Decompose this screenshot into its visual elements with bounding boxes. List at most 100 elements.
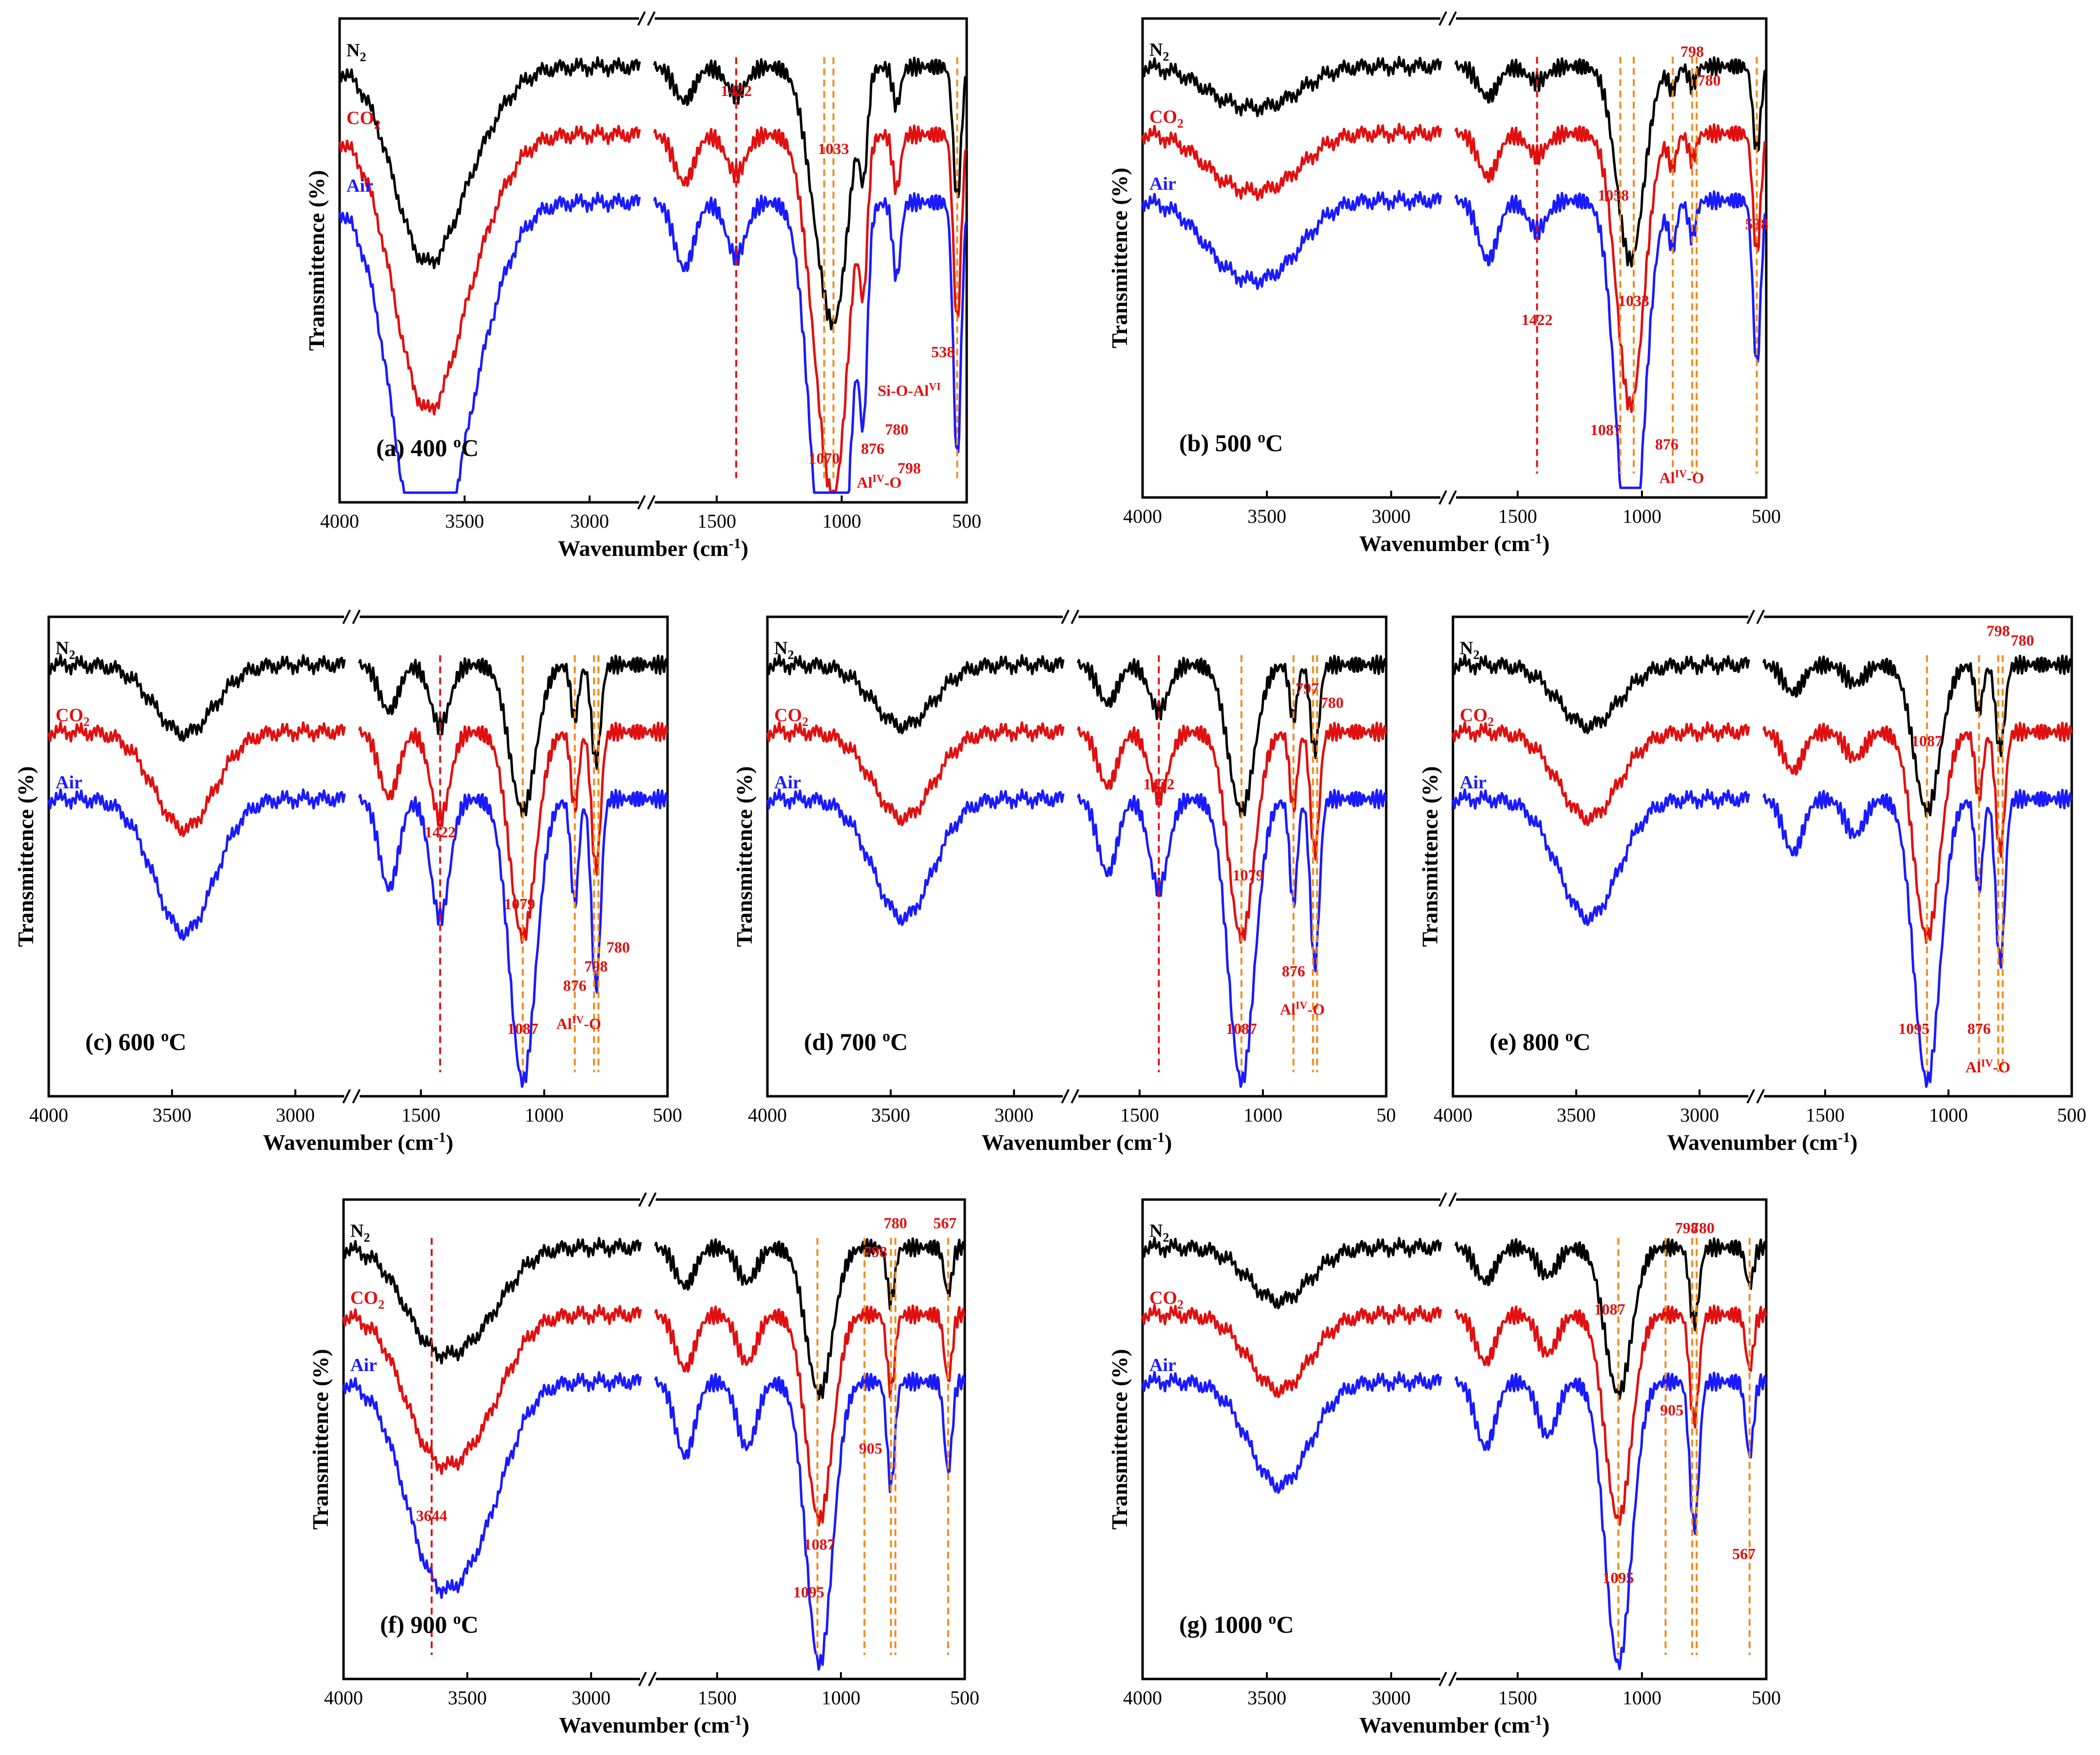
peak-label: 1087	[1594, 1300, 1625, 1318]
x-tick-label: 500	[2057, 1104, 2086, 1126]
peak-label: AlIV-O	[1280, 999, 1325, 1018]
x-tick-label: 3500	[445, 510, 484, 532]
spectrum-Air-high	[1451, 788, 1750, 926]
x-tick-label: 500	[1752, 1687, 1781, 1709]
peak-label: 567	[933, 1214, 956, 1232]
spectrum-CO2-high	[338, 124, 641, 416]
panel-title: (a) 400 oC	[376, 433, 478, 461]
peak-label: 1422	[424, 823, 456, 841]
x-tick-label: 4000	[1123, 505, 1162, 527]
spectrum-Air-low	[654, 1372, 966, 1671]
peak-label: Si-O-AlVI	[878, 381, 940, 400]
spectrum-CO2-high	[1141, 1304, 1442, 1398]
x-tick-label: 3000	[994, 1104, 1033, 1126]
peak-label: 876	[1655, 436, 1679, 453]
x-tick-label: 3500	[1247, 505, 1286, 527]
x-tick-label: 1000	[1623, 1687, 1661, 1709]
peak-label: 876	[1967, 1020, 1991, 1037]
spectrum-CO2-low	[1076, 722, 1387, 944]
axis-break-mark	[637, 495, 646, 510]
spectrum-N2-high	[47, 654, 346, 742]
peak-label: 905	[859, 1440, 882, 1457]
x-tick-label: 3500	[1247, 1687, 1286, 1709]
series-label: Air	[774, 772, 801, 793]
spectrum-Air-low	[358, 788, 668, 1088]
series-label: Air	[56, 772, 82, 793]
x-axis-title: Wavenumber (cm-1)	[1359, 1712, 1550, 1737]
spectrum-CO2-low	[1454, 1304, 1767, 1526]
series-label: Air	[346, 175, 373, 196]
series-label: N2	[350, 1221, 370, 1244]
axis-break-mark	[648, 1672, 657, 1686]
spectrum-N2-low	[654, 1237, 966, 1400]
spectrum-CO2-high	[1451, 721, 1750, 826]
peak-label: 780	[2011, 631, 2034, 649]
x-tick-label: 1500	[1498, 505, 1537, 527]
spectrum-CO2-low	[1454, 123, 1767, 413]
x-tick-label: 4000	[320, 510, 359, 532]
x-axis-title: Wavenumber (cm-1)	[1359, 531, 1550, 556]
spectrum-Air-low	[1454, 190, 1767, 489]
spectrum-N2-low	[1454, 56, 1767, 267]
axis-break-mark	[637, 11, 646, 26]
x-tick-label: 1000	[822, 510, 861, 532]
y-axis-title: Transmittence (%)	[1417, 766, 1442, 947]
x-tick-label: 1000	[1243, 1104, 1282, 1126]
panel-title: (b) 500 oC	[1179, 428, 1283, 457]
peak-label: 1095	[793, 1583, 824, 1601]
x-axis-title: Wavenumber (cm-1)	[1667, 1129, 1858, 1155]
x-axis-title: Wavenumber (cm-1)	[559, 1712, 749, 1737]
y-axis-title: Transmittence (%)	[13, 766, 38, 947]
spectrum-Air-high	[1141, 190, 1442, 290]
peak-label: 876	[563, 977, 587, 994]
x-tick-label: 3000	[1372, 1687, 1411, 1709]
axis-break-mark	[342, 1089, 351, 1104]
x-axis-title: Wavenumber (cm-1)	[263, 1129, 454, 1155]
peak-label: 780	[1320, 694, 1344, 711]
peak-label: 1422	[1522, 311, 1553, 328]
axis-break-mark	[647, 495, 656, 510]
x-tick-label: 3500	[1557, 1104, 1596, 1126]
spectrum-CO2-low	[1762, 722, 2073, 944]
peak-label: AlIV-O	[1966, 1057, 2010, 1076]
x-tick-label: 1500	[1806, 1104, 1845, 1126]
spectrum-N2-high	[1141, 56, 1442, 117]
x-tick-label: 1000	[1929, 1104, 1968, 1126]
spectrum-Air-high	[342, 1371, 642, 1599]
x-tick-label: 1500	[1498, 1687, 1537, 1709]
x-tick-label: 3000	[1680, 1104, 1719, 1126]
series-label: N2	[1460, 638, 1479, 662]
axis-break-mark	[1438, 1192, 1448, 1207]
axis-break-mark	[647, 11, 656, 26]
peak-label: 1087	[804, 1535, 835, 1553]
y-axis-title: Transmittence (%)	[304, 170, 329, 351]
axis-break-mark	[1438, 11, 1448, 26]
peak-label: 1033	[818, 140, 849, 157]
x-tick-label: 50	[1376, 1104, 1396, 1126]
axis-break-mark	[1448, 11, 1457, 26]
series-label: N2	[1149, 1221, 1169, 1244]
panel-b: 4000 3500 3000 1500 1000 500 Wavenumber (cm-1)…	[1107, 11, 1781, 556]
y-axis-title: Transmittence (%)	[1107, 168, 1132, 348]
series-label: CO2	[56, 705, 90, 729]
x-tick-label: 1000	[1623, 505, 1661, 527]
axis-break-mark	[1746, 610, 1756, 624]
x-tick-label: 500	[1752, 505, 1781, 527]
series-label: CO2	[1460, 705, 1494, 729]
axis-break-mark	[1061, 1089, 1070, 1104]
spectrum-CO2-low	[358, 722, 668, 944]
spectrum-N2-high	[1451, 654, 1750, 735]
peak-label: AlIV-O	[1660, 468, 1704, 487]
x-tick-label: 1000	[525, 1104, 564, 1126]
peak-label: 1058	[1598, 187, 1629, 204]
peak-label: 538	[1745, 215, 1769, 233]
peak-label: 1095	[1898, 1020, 1929, 1037]
spectrum-Air-low	[1762, 788, 2073, 1088]
peak-label: 1087	[1590, 421, 1622, 439]
spectrum-N2-low	[653, 57, 967, 330]
peak-label: 780	[1698, 72, 1721, 89]
spectrum-Air-high	[338, 191, 641, 494]
series-label: CO2	[774, 705, 808, 729]
panel-title: (g) 1000 oC	[1179, 1610, 1294, 1638]
